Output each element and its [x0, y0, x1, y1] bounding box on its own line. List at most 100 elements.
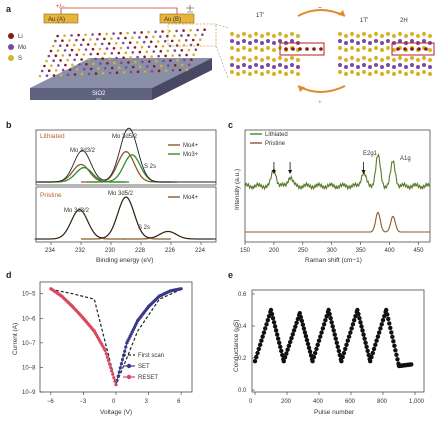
highlight-box-right: [391, 42, 435, 56]
layer-atom: [126, 46, 130, 49]
structure-atom: [296, 72, 300, 76]
layer-atom: [180, 63, 184, 67]
structure-atom: [260, 72, 264, 76]
layer-atom: [98, 47, 102, 51]
structure-atom: [260, 48, 264, 52]
layer-atom: [143, 55, 146, 59]
conductance-point: [328, 315, 333, 321]
layer-atom: [101, 57, 104, 60]
layer-atom: [157, 54, 160, 58]
structure-atom: [404, 65, 408, 69]
layer-atom: [110, 37, 113, 40]
e-xtick-label: 400: [313, 399, 324, 405]
layer-atom: [92, 62, 95, 66]
legend-set-marker: [126, 363, 132, 369]
layer-atom: [180, 49, 184, 52]
layer-atom: [141, 60, 144, 64]
structure-atom: [386, 32, 390, 36]
structure-atom: [230, 56, 234, 60]
conductance-point: [393, 348, 398, 353]
layer-atom: [113, 61, 116, 65]
layer-atom: [100, 42, 104, 46]
layer-atom: [115, 71, 119, 74]
structure-atom: [428, 65, 432, 69]
panel-c-arrows: [271, 162, 366, 174]
structure-atom: [422, 56, 426, 60]
structure-atom: [368, 41, 372, 45]
conductance-point: [275, 336, 281, 341]
layer-atom: [114, 42, 118, 45]
conductance-point: [273, 328, 279, 333]
s-atom-icon: [8, 55, 14, 61]
structure-atom: [278, 63, 282, 67]
e-xtick-label: 1,000: [409, 399, 425, 405]
c-xtick-label: 200: [269, 248, 280, 254]
panel-e-yticks: 0.0 0.2 0.4 0.6: [238, 292, 255, 394]
layer-atom: [192, 53, 195, 56]
peak-label-bottom-2: Mo 3d5/2: [108, 191, 134, 197]
structure-atom: [230, 70, 234, 74]
structure-atom: [392, 48, 396, 52]
layer-atom: [145, 65, 149, 68]
layer-atom: [66, 58, 69, 62]
structure-atom: [248, 72, 252, 76]
layer-atom: [173, 64, 177, 67]
legend-li-label: Li: [18, 34, 23, 40]
e-xtick-label: 200: [281, 399, 292, 405]
layer-atom: [54, 54, 58, 57]
layer-atom: [173, 49, 177, 52]
conductance-point: [361, 332, 366, 337]
structure-atom: [398, 39, 402, 43]
reset-curve: [50, 288, 117, 385]
intercalated-li-atom: [319, 47, 323, 51]
e-ytick-label: 0.0: [238, 388, 247, 394]
conductance-point: [355, 307, 360, 313]
legend-s-label: S: [18, 56, 22, 62]
conductance-point: [350, 322, 356, 327]
layer-atom: [194, 48, 198, 51]
layer-atom: [122, 56, 125, 59]
conductance-point: [365, 348, 370, 354]
e-ytick-label: 0.6: [238, 292, 247, 298]
structure-atom: [416, 65, 420, 69]
e-xtick-label: 800: [377, 399, 388, 405]
structure-atom: [266, 70, 270, 74]
structure-atom: [254, 32, 258, 36]
panel-b-bottom-curves: [34, 196, 216, 240]
conductance-point: [348, 330, 353, 335]
structure-atom: [356, 65, 360, 69]
layer-atom: [105, 47, 109, 50]
layer-atom: [75, 68, 79, 71]
layer-atom: [117, 51, 121, 55]
conductance-point: [394, 352, 399, 357]
e-xtick-label: 0: [249, 399, 253, 405]
structure-atom: [290, 39, 294, 43]
structure-atom: [374, 63, 378, 67]
layer-atom: [51, 44, 55, 48]
ground-icon: [186, 5, 194, 13]
layer-atom: [61, 54, 65, 57]
structure-atom: [356, 41, 360, 45]
structure-atom: [278, 70, 282, 74]
layer-atom: [84, 33, 87, 37]
conductance-point: [356, 311, 361, 317]
layer-atom: [149, 40, 153, 44]
atomic-structures: [230, 32, 432, 76]
layer-atom: [162, 59, 165, 63]
conductance-point: [260, 334, 265, 339]
structure-atom: [410, 63, 414, 67]
layer-atom: [70, 48, 74, 52]
conductance-point: [343, 346, 348, 352]
layer-atom: [138, 50, 142, 54]
layer-atom: [201, 33, 204, 36]
conductance-point: [368, 359, 373, 364]
structure-atom: [380, 34, 384, 38]
structure-atom: [242, 32, 246, 36]
structure-atom: [338, 63, 342, 67]
legend-reset: RESET: [138, 375, 158, 381]
conductance-point: [288, 339, 293, 345]
layer-atom: [82, 53, 86, 56]
structure-atom: [254, 56, 258, 60]
structure-atom: [386, 63, 390, 67]
peak-label-bottom-1: Mo 3d3/2: [64, 208, 90, 214]
